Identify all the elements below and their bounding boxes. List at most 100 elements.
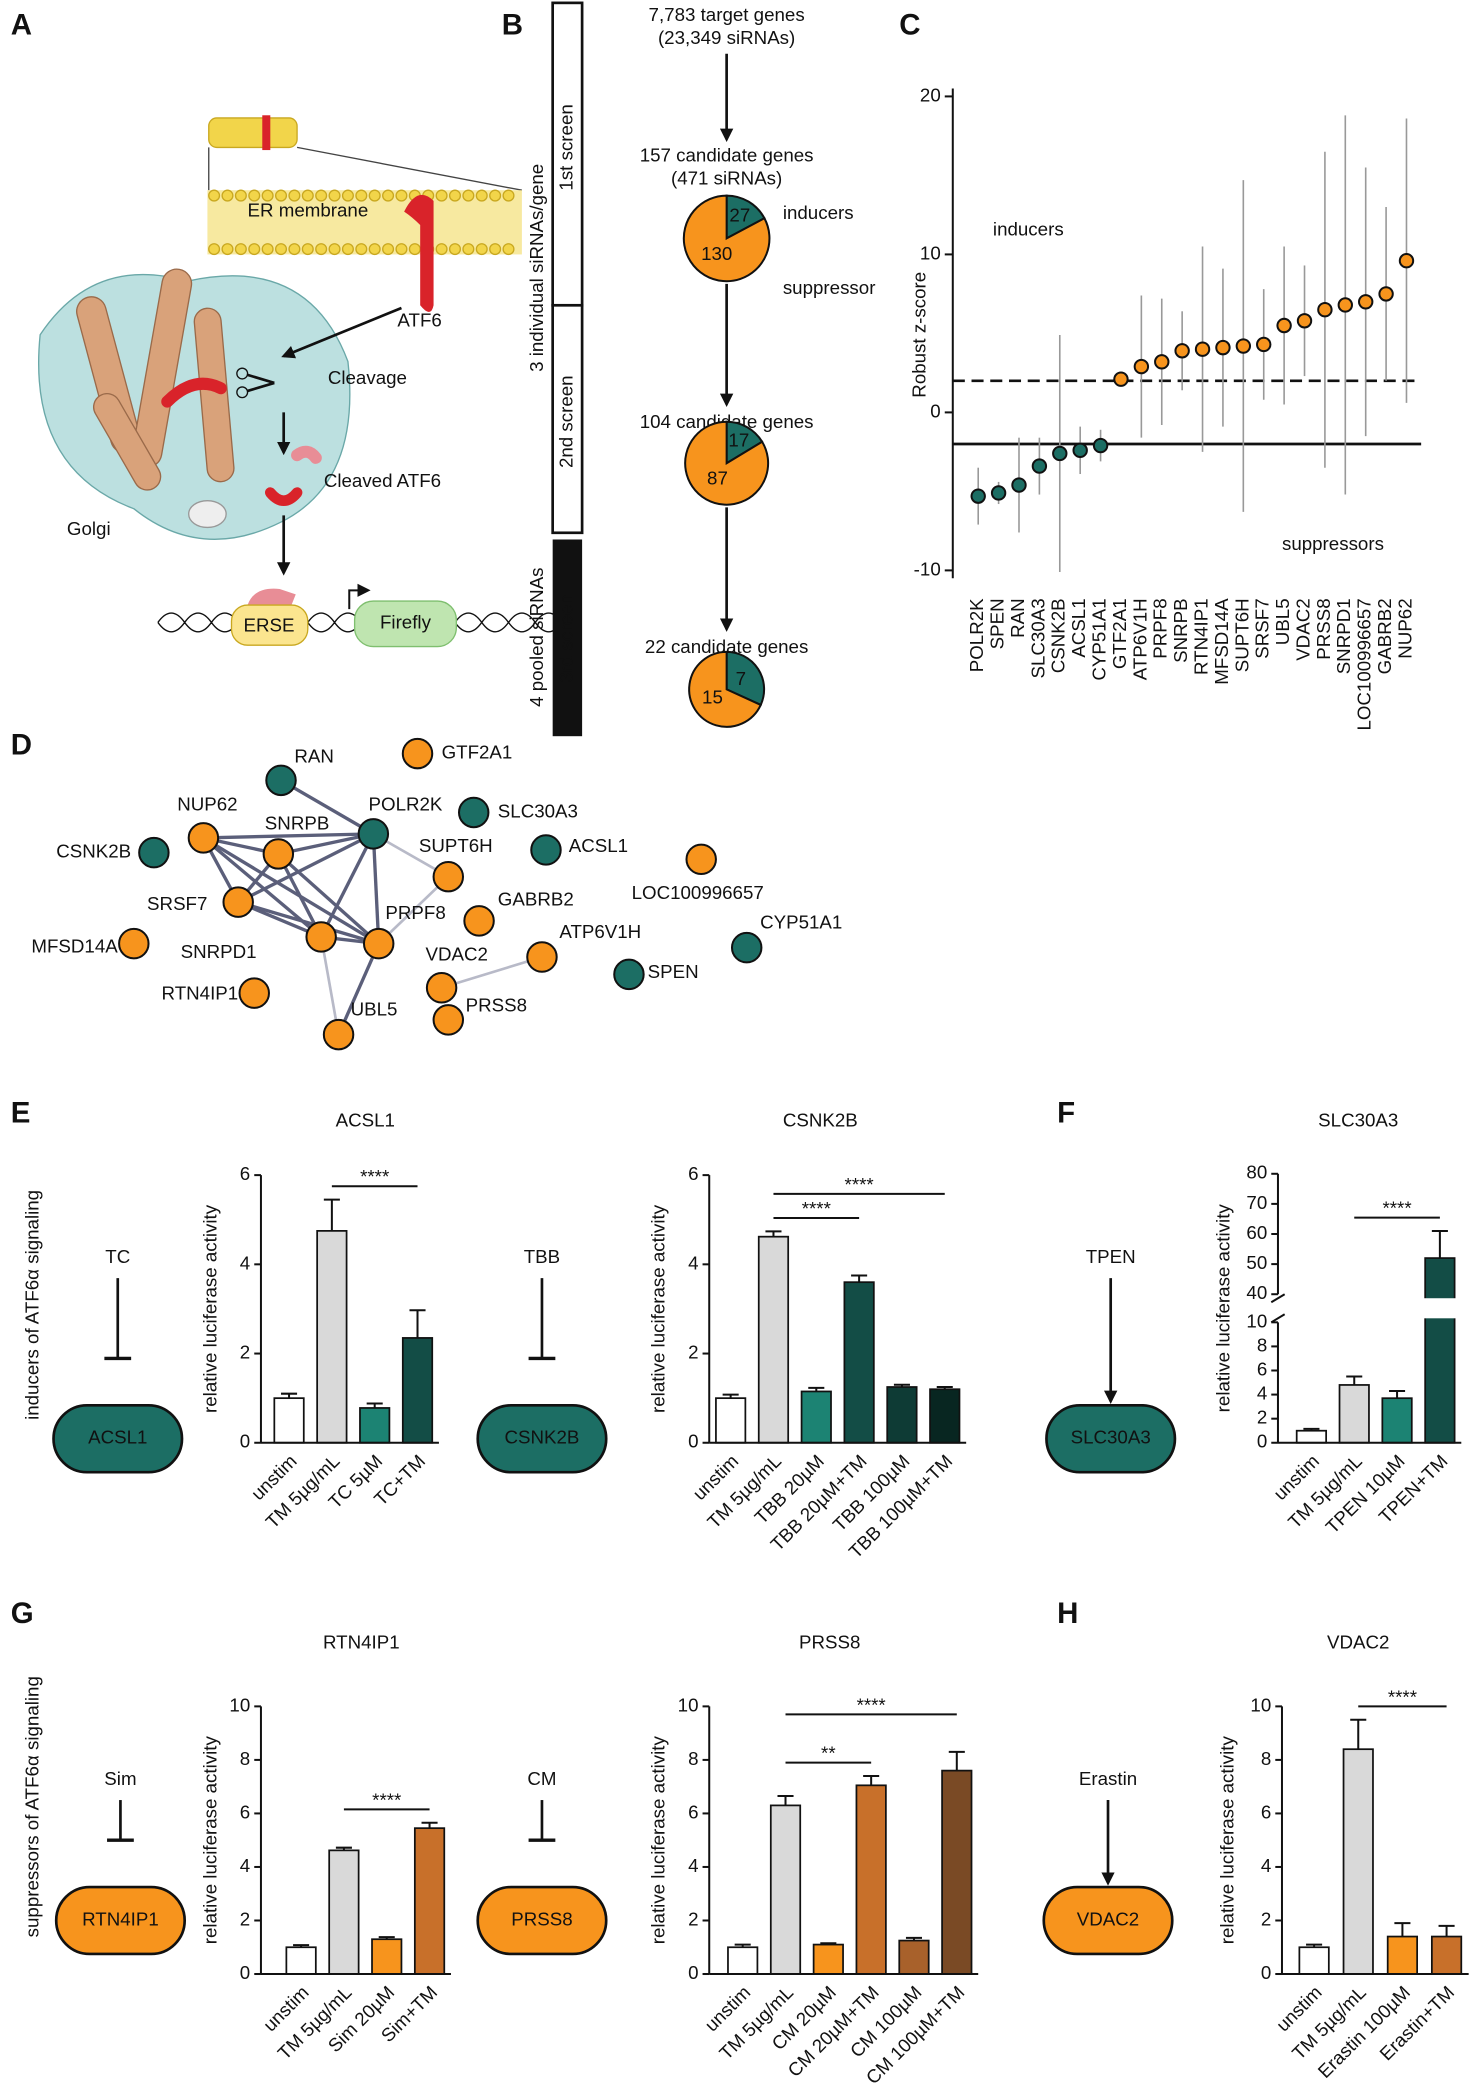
node-label: UBL5	[351, 998, 398, 1019]
y-tick-label: 0	[688, 1431, 698, 1452]
point	[1154, 354, 1170, 370]
x-tick-label: VDAC2	[1292, 598, 1313, 660]
bar	[715, 1397, 747, 1444]
panel-label: F	[1057, 1097, 1075, 1130]
y-axis-label: relative luciferase activity	[648, 1736, 669, 1945]
y-tick-label: 10	[678, 1694, 699, 1715]
node-label: VDAC2	[426, 944, 488, 965]
axis-break-gap	[1264, 1298, 1464, 1319]
target-label: RTN4IP1	[82, 1908, 159, 1929]
pie-value-label: 130	[701, 243, 732, 264]
network-node	[362, 927, 395, 960]
screen-label: 1st screen	[555, 104, 576, 190]
y-tick-label: 8	[1257, 1334, 1267, 1355]
point	[1092, 437, 1109, 454]
pie-value-label: 7	[736, 668, 746, 689]
x-tick-label: MFSD14A	[1211, 598, 1232, 685]
y-tick-label: 2	[240, 1908, 250, 1929]
y-tick-label: 2	[688, 1341, 698, 1362]
x-tick-label: UBL5	[1272, 598, 1293, 645]
flow-text: 7,783 target genes	[649, 4, 805, 25]
x-tick-label: ACSL1	[1068, 598, 1089, 657]
bar	[941, 1769, 973, 1975]
y-tick-label: 10	[1246, 1310, 1267, 1331]
bar	[413, 1827, 446, 1975]
y-tick-label: 4	[1261, 1855, 1271, 1876]
pie-slice	[684, 420, 770, 506]
pie-subtitle: (471 siRNAs)	[671, 167, 782, 188]
y-tick-label: 4	[1257, 1383, 1267, 1404]
y-tick-label: 8	[240, 1748, 250, 1769]
drug-label: TBB	[524, 1246, 560, 1267]
diagram-label: Cleavage	[328, 367, 407, 388]
network-node	[357, 818, 390, 850]
x-tick-label: GTF2A1	[1109, 598, 1130, 669]
x-tick-label: GABRB2	[1374, 598, 1395, 674]
side-label: inducers of ATF6α signaling	[21, 1190, 42, 1420]
x-tick-label: SNRPD1	[1333, 598, 1354, 674]
x-tick-label: SPEN	[987, 598, 1008, 649]
x-tick-label: CYP51A1	[1089, 598, 1110, 680]
network-node	[322, 1018, 355, 1051]
screen-label: 2nd screen	[555, 375, 576, 468]
panel-label: H	[1057, 1597, 1078, 1630]
significance-label: ****	[845, 1174, 874, 1195]
point	[1276, 317, 1292, 334]
bar	[1381, 1397, 1413, 1444]
node-label: POLR2K	[369, 794, 443, 815]
side-label: suppressors of ATF6α signaling	[21, 1676, 42, 1937]
y-tick-label: 0	[240, 1962, 250, 1983]
bar	[727, 1946, 759, 1975]
bar	[769, 1804, 802, 1975]
network-node	[432, 860, 465, 893]
y-tick-label: 6	[1261, 1801, 1271, 1822]
diagram-label: ATF6	[397, 309, 441, 330]
network-node	[187, 822, 220, 854]
target-box	[1045, 1403, 1177, 1474]
node-label: SPEN	[648, 961, 699, 982]
bar	[1424, 1257, 1456, 1444]
x-tick-label: RAN	[1007, 598, 1028, 638]
bar	[328, 1849, 360, 1975]
node-label: MFSD14A	[31, 936, 118, 957]
y-tick-label: 4	[688, 1252, 698, 1273]
network-edge	[377, 875, 450, 945]
network-edge	[203, 832, 374, 840]
x-tick-label: SLC30A3	[1027, 598, 1048, 678]
x-tick-label: SRSF7	[1252, 598, 1273, 658]
y-tick-label: 0	[930, 400, 940, 421]
y-tick-label: 2	[240, 1341, 250, 1362]
x-tick-label: NUP62	[1394, 598, 1415, 658]
bar	[757, 1235, 790, 1444]
y-axis-label: relative luciferase activity	[199, 1736, 220, 1945]
drug-label: CM	[527, 1768, 556, 1789]
pie-value-label: 17	[728, 429, 749, 450]
y-tick-label: 40	[1246, 1282, 1267, 1303]
significance-label: ****	[802, 1198, 831, 1219]
flow-text: (23,349 siRNAs)	[658, 27, 795, 48]
x-tick-label: PRSS8	[1313, 598, 1334, 659]
point	[1296, 313, 1313, 329]
node-label: SNRPD1	[181, 941, 257, 962]
target-label: PRSS8	[511, 1908, 572, 1929]
network-edge	[371, 833, 381, 944]
axis-break-mark	[1270, 1313, 1286, 1324]
x-tick-label: POLR2K	[966, 598, 987, 672]
drug-label: TPEN	[1086, 1246, 1136, 1267]
point	[1398, 253, 1415, 269]
bar	[855, 1784, 887, 1975]
diagram-label: ER membrane	[248, 200, 369, 221]
annotation: inducers	[993, 218, 1064, 239]
point	[990, 485, 1007, 501]
target-label: VDAC2	[1077, 1908, 1139, 1929]
pie-value-label: 27	[729, 204, 750, 225]
screen-art	[551, 1, 734, 737]
screen-group-label: 3 individual siRNAs/gene	[526, 164, 547, 372]
panel-label: E	[11, 1097, 31, 1130]
node-label: LOC100996657	[632, 882, 764, 903]
point	[970, 488, 986, 504]
y-axis-label: relative luciferase activity	[199, 1204, 220, 1413]
significance-label: ****	[360, 1166, 389, 1187]
